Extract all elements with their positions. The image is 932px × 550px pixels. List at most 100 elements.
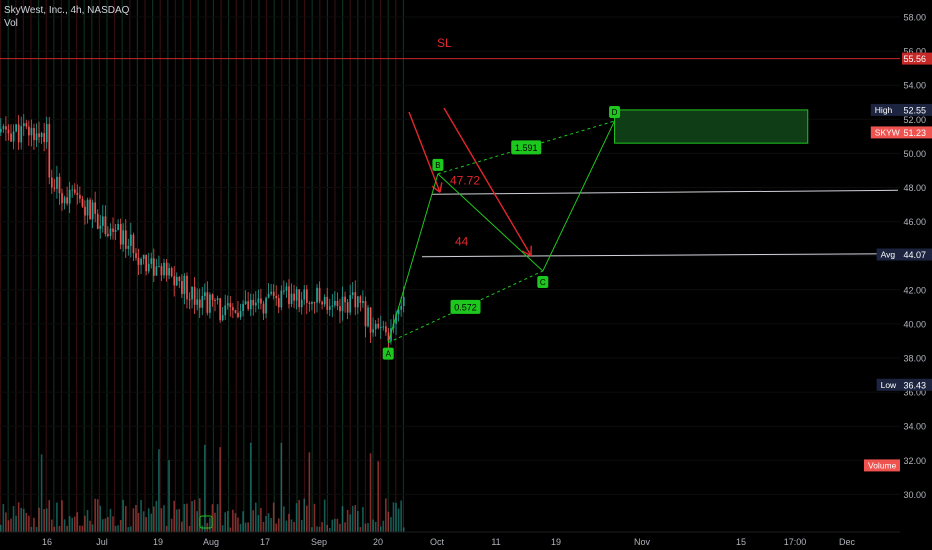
candle[interactable] [351,292,354,296]
candle[interactable] [163,262,165,276]
candle[interactable] [303,289,306,300]
candle[interactable] [341,296,344,312]
candle[interactable] [10,133,12,142]
candle[interactable] [316,287,318,303]
candle[interactable] [334,300,336,306]
candle[interactable] [221,315,224,321]
candle[interactable] [244,301,247,304]
candle[interactable] [183,275,186,294]
candle[interactable] [158,266,160,268]
projection-arrow[interactable] [408,111,441,193]
candle[interactable] [311,302,313,304]
candle[interactable] [349,295,352,313]
candle[interactable] [395,314,397,324]
candle[interactable] [132,234,135,254]
candle[interactable] [22,123,25,127]
candle[interactable] [109,228,112,236]
candle[interactable] [255,302,257,306]
pattern-point-badge[interactable] [537,276,549,289]
candle[interactable] [178,276,181,282]
target-line[interactable] [421,253,899,258]
candle[interactable] [313,302,316,304]
candle[interactable] [237,312,239,318]
drawings[interactable]: SL 47.72 44 0.572 1.591 A B C D [0,36,900,360]
candle[interactable] [38,133,40,137]
candle[interactable] [204,292,206,296]
candle[interactable] [170,268,173,277]
candle[interactable] [283,290,285,292]
candle[interactable] [89,199,91,220]
candle[interactable] [188,299,191,301]
candle[interactable] [63,197,66,204]
candle[interactable] [0,128,2,133]
candle[interactable] [84,206,86,216]
price-axis[interactable]: 30.0032.0034.0036.0038.0040.0042.0044.00… [864,13,932,500]
candle[interactable] [53,187,56,189]
candle[interactable] [232,307,234,311]
candle[interactable] [242,303,244,312]
candle[interactable] [239,311,242,318]
candle[interactable] [168,268,170,276]
earnings-icon[interactable] [199,515,213,529]
candle[interactable] [91,202,94,220]
candle[interactable] [201,295,204,308]
candle[interactable] [277,298,280,308]
candle[interactable] [122,230,125,245]
candle[interactable] [397,309,400,315]
candle[interactable] [135,253,137,258]
candle[interactable] [28,126,30,136]
candle[interactable] [272,291,275,296]
candle[interactable] [181,281,183,294]
candle[interactable] [117,224,119,231]
candle[interactable] [5,126,7,130]
candle[interactable] [68,190,71,204]
candle[interactable] [30,128,33,136]
candle[interactable] [124,230,127,249]
candle[interactable] [35,133,38,141]
candle[interactable] [280,290,283,308]
candle[interactable] [362,300,364,304]
candle[interactable] [318,287,321,302]
candle[interactable] [107,233,109,236]
candle[interactable] [96,213,99,229]
candle[interactable] [224,305,227,316]
candle[interactable] [326,296,329,310]
time-axis[interactable]: 16 Jul 19 Aug 17 Sep 20 Oct 11 19 Nov 15 17:00 Dec [0,515,900,547]
candle[interactable] [2,126,5,129]
candle[interactable] [173,276,176,286]
candle[interactable] [119,224,122,245]
candle[interactable] [153,258,155,276]
candle[interactable] [56,176,58,189]
candle[interactable] [7,129,10,134]
candle[interactable] [193,286,196,305]
candle[interactable] [331,305,334,307]
candle[interactable] [387,332,390,342]
candle[interactable] [160,266,163,276]
candle[interactable] [374,323,377,330]
candle[interactable] [321,301,323,305]
candle[interactable] [25,123,28,127]
candle[interactable] [219,298,221,321]
candle[interactable] [385,326,387,333]
candle[interactable] [186,275,188,300]
candle[interactable] [344,296,346,303]
candle[interactable] [71,189,74,191]
candle[interactable] [61,193,63,204]
candle[interactable] [377,323,380,328]
candle[interactable] [234,310,237,313]
candle[interactable] [209,294,211,313]
candle[interactable] [285,286,288,291]
candle[interactable] [323,296,326,305]
candle[interactable] [58,176,61,194]
candle[interactable] [293,293,295,301]
candle[interactable] [51,177,53,188]
candle[interactable] [357,296,359,308]
candle[interactable] [175,276,178,286]
candle[interactable] [364,300,367,327]
candle[interactable] [127,245,130,249]
candle[interactable] [216,298,219,301]
candle[interactable] [328,306,331,310]
candle[interactable] [336,300,339,307]
candle[interactable] [112,228,114,232]
candle[interactable] [267,293,270,298]
